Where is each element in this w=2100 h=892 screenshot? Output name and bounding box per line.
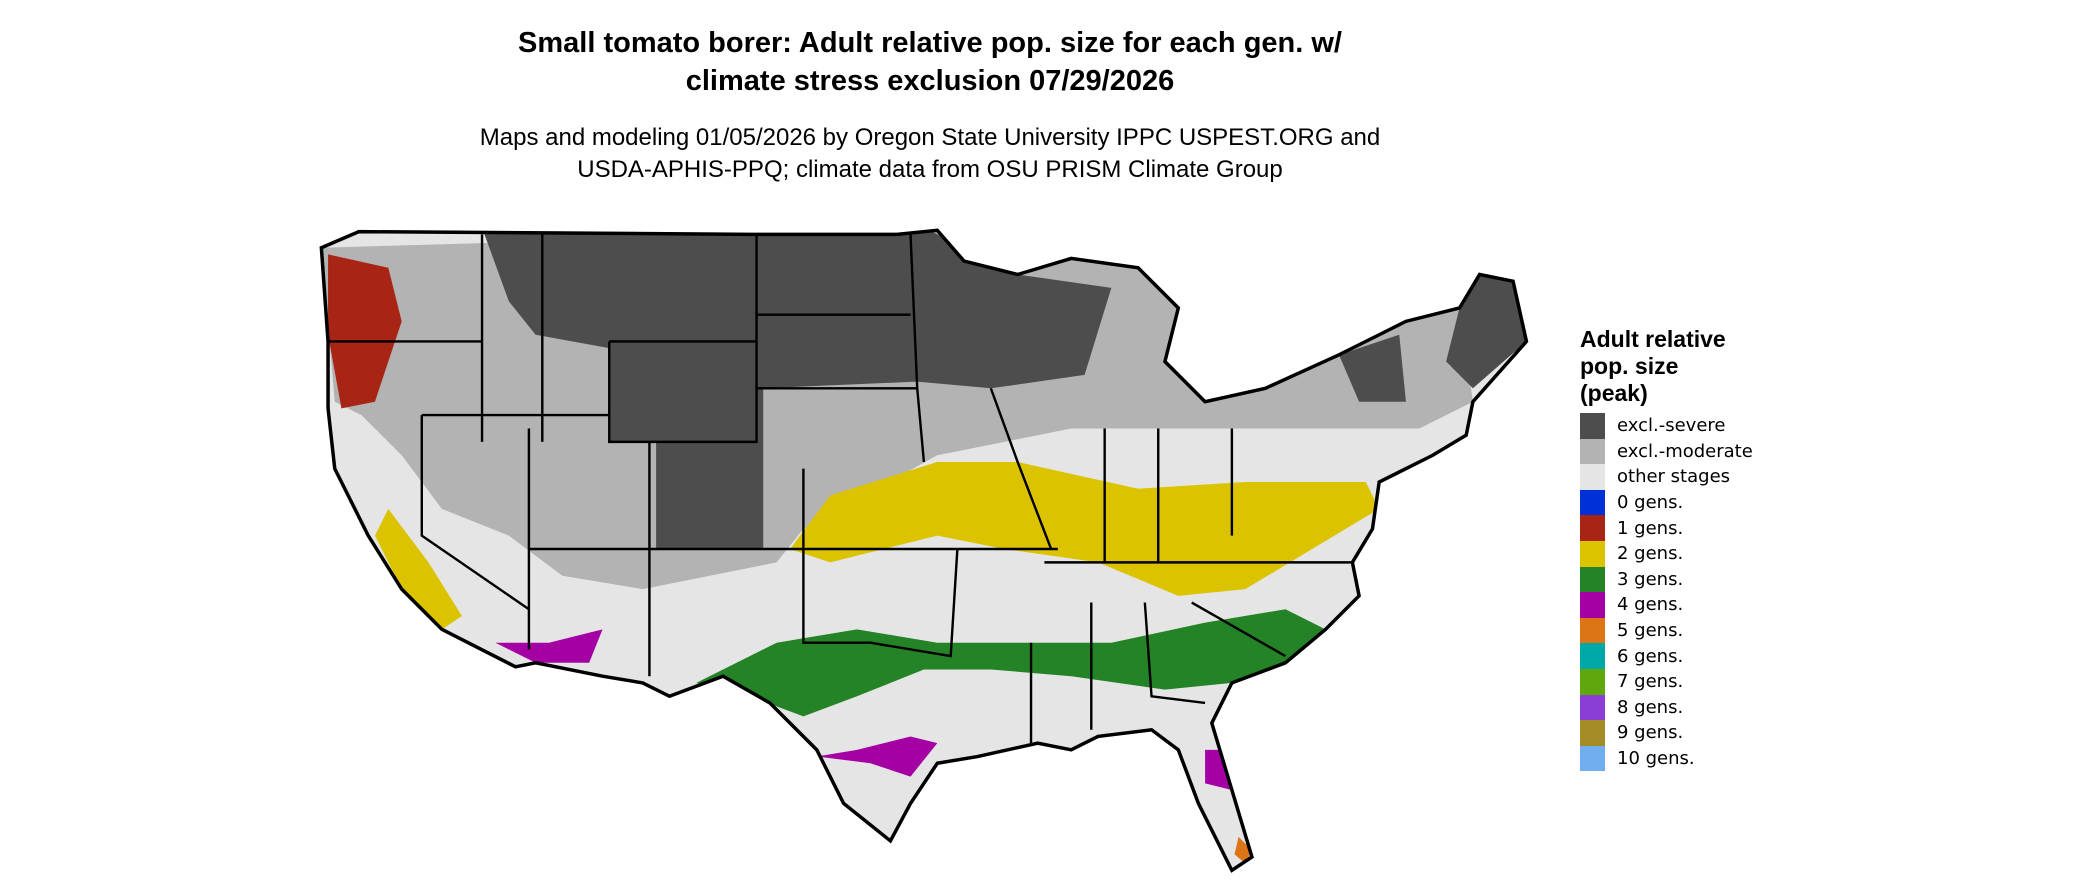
legend-item: 8 gens. — [1580, 694, 1753, 721]
legend-title-line: pop. size — [1580, 353, 1679, 379]
legend-label: 8 gens. — [1617, 696, 1684, 718]
legend-label: 0 gens. — [1617, 492, 1684, 514]
legend-label: other stages — [1617, 466, 1731, 488]
state-border — [1191, 601, 1287, 658]
legend-item: 10 gens. — [1580, 745, 1753, 772]
map-subtitle: Maps and modeling 01/05/2026 by Oregon S… — [330, 122, 1530, 186]
legend-title-line: Adult relative — [1580, 326, 1726, 352]
legend-label: 4 gens. — [1617, 594, 1684, 616]
state-border — [420, 415, 530, 611]
map-title: Small tomato borer: Adult relative pop. … — [330, 24, 1530, 100]
legend-swatch — [1580, 540, 1605, 567]
state-border — [989, 387, 1053, 550]
legend-item: 5 gens. — [1580, 617, 1753, 644]
legend-label: 3 gens. — [1617, 568, 1684, 590]
state-border — [802, 548, 959, 658]
legend-item: 4 gens. — [1580, 592, 1753, 618]
legend-item: 7 gens. — [1580, 668, 1753, 695]
legend-item: excl.-moderate — [1580, 438, 1753, 465]
legend: Adult relative pop. size (peak) excl.-se… — [1580, 326, 1753, 772]
subtitle-line-2: USDA-APHIS-PPQ; climate data from OSU PR… — [577, 156, 1283, 183]
legend-label: 2 gens. — [1617, 543, 1684, 565]
legend-label: excl.-moderate — [1617, 440, 1753, 462]
legend-items: excl.-severe excl.-moderate other stages 0 … — [1580, 413, 1753, 772]
legend-swatch — [1580, 617, 1605, 644]
legend-swatch — [1580, 464, 1605, 490]
legend-label: excl.-severe — [1617, 415, 1726, 437]
title-line-2: climate stress exclusion 07/29/2026 — [685, 65, 1175, 97]
legend-label: 9 gens. — [1617, 722, 1684, 744]
legend-label: 5 gens. — [1617, 620, 1684, 642]
gen5-region — [1234, 836, 1252, 864]
excl-severe-region — [1339, 334, 1406, 402]
legend-swatch — [1580, 413, 1605, 439]
legend-item: 0 gens. — [1580, 489, 1753, 516]
legend-swatch — [1580, 720, 1605, 746]
legend-item: 9 gens. — [1580, 720, 1753, 746]
state-border — [608, 341, 758, 444]
legend-item: excl.-severe — [1580, 413, 1753, 439]
gen2-region — [374, 508, 462, 630]
legend-swatch — [1580, 592, 1605, 618]
legend-item: 2 gens. — [1580, 540, 1753, 567]
us-outline — [319, 228, 1529, 873]
legend-swatch — [1580, 643, 1605, 669]
gen3-region — [696, 609, 1326, 717]
legend-swatch — [1580, 515, 1605, 541]
legend-swatch — [1580, 745, 1605, 772]
title-line-1: Small tomato borer: Adult relative pop. … — [518, 27, 1342, 59]
legend-swatch — [1580, 438, 1605, 465]
state-border — [1143, 602, 1206, 705]
legend-swatch — [1580, 566, 1605, 593]
gen1-region — [328, 254, 402, 409]
legend-item: 1 gens. — [1580, 515, 1753, 541]
legend-swatch — [1580, 668, 1605, 695]
legend-title: Adult relative pop. size (peak) — [1580, 326, 1753, 407]
excl-severe-region — [482, 230, 1112, 549]
legend-item: 3 gens. — [1580, 566, 1753, 593]
legend-swatch — [1580, 694, 1605, 721]
legend-swatch — [1580, 489, 1605, 516]
state-border — [909, 234, 926, 463]
legend-label: 1 gens. — [1617, 517, 1684, 539]
legend-item: 6 gens. — [1580, 643, 1753, 669]
subtitle-line-1: Maps and modeling 01/05/2026 by Oregon S… — [479, 124, 1381, 151]
excl-severe-region — [1446, 274, 1527, 389]
gen4-region — [816, 736, 938, 777]
legend-item: other stages — [1580, 464, 1753, 490]
legend-label: 6 gens. — [1617, 645, 1684, 667]
legend-label: 7 gens. — [1617, 671, 1684, 693]
legend-label: 10 gens. — [1617, 748, 1695, 770]
legend-title-line: (peak) — [1580, 380, 1648, 406]
gen4-region — [495, 629, 603, 663]
